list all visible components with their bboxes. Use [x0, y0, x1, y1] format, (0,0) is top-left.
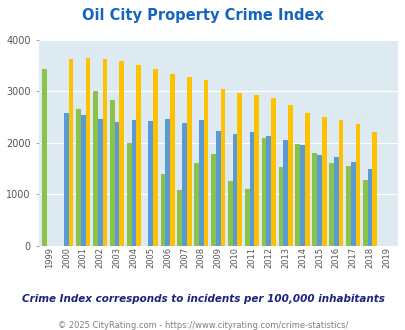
Bar	[148, 120, 153, 246]
Bar	[299, 145, 304, 246]
Bar	[228, 182, 232, 246]
Bar	[362, 180, 367, 246]
Bar	[194, 163, 198, 246]
Bar	[321, 117, 326, 246]
Bar	[98, 119, 102, 246]
Bar	[254, 95, 258, 246]
Bar	[232, 135, 237, 246]
Bar	[203, 80, 208, 246]
Bar	[177, 190, 182, 246]
Text: Oil City Property Crime Index: Oil City Property Crime Index	[82, 8, 323, 23]
Bar	[311, 152, 316, 246]
Bar	[333, 157, 338, 246]
Bar	[198, 119, 203, 246]
Bar	[295, 144, 299, 246]
Bar	[119, 61, 124, 246]
Bar	[136, 65, 141, 246]
Bar	[211, 154, 215, 246]
Bar	[165, 119, 170, 246]
Bar	[215, 131, 220, 246]
Bar	[85, 58, 90, 246]
Bar	[182, 123, 186, 246]
Text: Crime Index corresponds to incidents per 100,000 inhabitants: Crime Index corresponds to incidents per…	[21, 294, 384, 304]
Bar	[131, 120, 136, 246]
Bar	[76, 109, 81, 246]
Bar	[220, 89, 225, 246]
Bar	[249, 132, 254, 246]
Bar	[304, 113, 309, 246]
Bar	[338, 120, 343, 246]
Bar	[126, 143, 131, 246]
Bar	[271, 98, 275, 246]
Bar	[170, 74, 174, 246]
Bar	[288, 105, 292, 246]
Bar	[114, 121, 119, 246]
Bar	[102, 59, 107, 246]
Bar	[283, 140, 288, 246]
Text: © 2025 CityRating.com - https://www.cityrating.com/crime-statistics/: © 2025 CityRating.com - https://www.city…	[58, 321, 347, 330]
Bar	[328, 163, 333, 246]
Bar	[316, 155, 321, 246]
Bar	[278, 167, 283, 246]
Bar	[153, 69, 158, 246]
Bar	[81, 115, 85, 246]
Bar	[68, 59, 73, 246]
Bar	[237, 93, 241, 246]
Bar	[64, 113, 68, 246]
Bar	[110, 100, 114, 246]
Bar	[244, 189, 249, 246]
Bar	[367, 169, 371, 246]
Bar	[43, 69, 47, 246]
Bar	[93, 91, 98, 246]
Bar	[355, 124, 359, 246]
Bar	[371, 132, 376, 246]
Bar	[266, 136, 271, 246]
Bar	[261, 138, 266, 246]
Bar	[160, 174, 165, 246]
Bar	[350, 162, 355, 246]
Bar	[186, 77, 191, 246]
Bar	[345, 166, 350, 246]
